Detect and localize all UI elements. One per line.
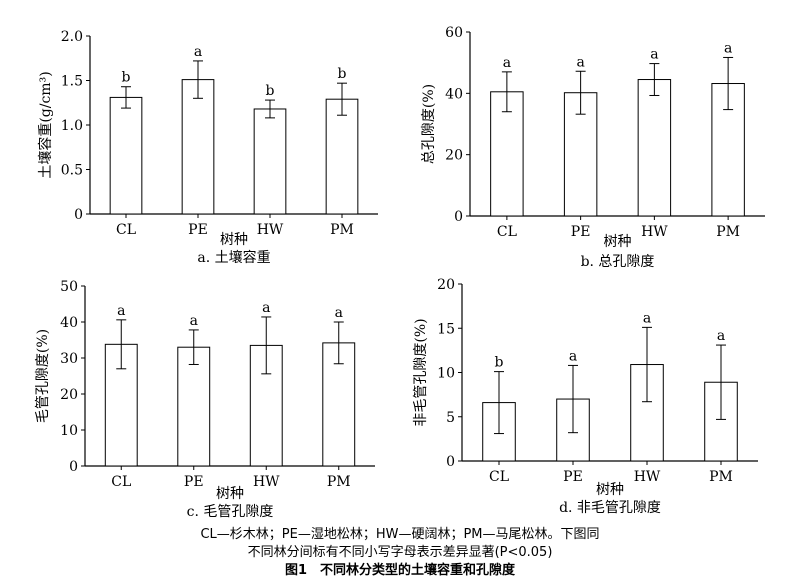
panel-4-x-tick-label: PE: [563, 469, 583, 485]
panel-3-x-axis-label: 树种: [216, 486, 244, 502]
panel-1-bar-pe: [181, 79, 215, 215]
panel-1-bar-pm: [325, 98, 359, 215]
panel-2-y-tick-label: 60: [445, 25, 463, 41]
panel-3-bar-pe: [177, 346, 211, 467]
panel-1-x-axis-label: 树种: [220, 232, 248, 248]
panel-2-significance-letter: a: [576, 54, 584, 70]
panel-1-significance-letter: a: [194, 44, 202, 60]
panel-3-y-tick-label: 40: [60, 315, 78, 331]
panel-1-x-tick-label: CL: [116, 222, 136, 238]
panel-4-significance-letter: a: [717, 328, 725, 344]
panel-3-y-tick-label: 50: [60, 279, 78, 295]
panel-2-bar-pe: [563, 92, 598, 217]
panel-2-x-axis-label: 树种: [604, 234, 632, 250]
panel-2-x-tick-label: PM: [716, 224, 740, 240]
panel-1-bar-cl: [109, 96, 143, 215]
panel-3-panel-title: c. 毛管孔隙度: [187, 504, 274, 520]
figure-title: 图1 不同林分类型的土壤容重和孔隙度: [284, 563, 516, 578]
panel-2-x-tick-label: CL: [497, 224, 517, 240]
panel-1-x-tick-label: PE: [188, 222, 208, 238]
panel-4-y-axis-label: 非毛管孔隙度(%): [413, 318, 429, 426]
panel-3-y-tick-label: 10: [60, 423, 78, 439]
panel-4-x-tick-label: CL: [489, 469, 509, 485]
panel-4-significance-letter: a: [569, 348, 577, 364]
panel-4-x-tick-label: PM: [709, 469, 733, 485]
panel-3-y-tick-label: 20: [60, 387, 78, 403]
panel-1-y-tick-label: 1.0: [61, 118, 83, 134]
panel-2-significance-letter: a: [503, 55, 511, 71]
panel-1-y-tick-label: 0.5: [61, 163, 83, 179]
panel-2-y-tick-label: 0: [454, 209, 463, 225]
panel-3-y-tick-label: 30: [60, 351, 78, 367]
panel-1-bar-hw: [253, 108, 287, 215]
panel-3-significance-letter: a: [190, 313, 198, 329]
caption-line-2: 不同林分间标有不同小写字母表示差异显著(P<0.05): [247, 545, 553, 560]
panel-4-y-tick-label: 15: [437, 321, 455, 337]
panel-3-significance-letter: a: [117, 303, 125, 319]
panel-4-x-tick-label: HW: [634, 469, 661, 485]
panel-1-significance-letter: b: [266, 83, 275, 99]
panel-2-significance-letter: a: [724, 40, 732, 56]
panel-4-panel-title: d. 非毛管孔隙度: [559, 500, 661, 516]
panel-2-y-tick-label: 20: [445, 148, 463, 164]
panel-3-y-tick-label: 0: [69, 459, 78, 475]
panel-2-x-tick-label: PE: [571, 224, 591, 240]
panel-2-panel-title: b. 总孔隙度: [581, 254, 655, 270]
panel-2-y-tick-label: 40: [445, 86, 463, 102]
panel-4-y-tick-label: 10: [437, 366, 455, 382]
panel-1-y-tick-label: 1.5: [61, 74, 83, 90]
panel-4-significance-letter: b: [495, 355, 504, 371]
panel-4-y-tick-label: 5: [446, 410, 455, 426]
panel-1-y-tick-label: 0: [74, 207, 83, 223]
panel-3-x-tick-label: HW: [253, 474, 280, 490]
panel-1-x-tick-label: PM: [330, 222, 354, 238]
panel-1-panel-title: a. 土壤容重: [197, 249, 270, 266]
panel-2-significance-letter: a: [650, 47, 658, 63]
panel-1-y-tick-label: 2.0: [61, 29, 83, 45]
panel-1-y-axis-label: 土壤容重(g/cm³): [37, 71, 54, 178]
panel-2-bar-hw: [637, 79, 672, 217]
caption-line-1: CL—杉木林；PE—湿地松林；HW—硬阔林；PM—马尾松林。下图同: [200, 527, 600, 542]
panel-4-significance-letter: a: [643, 310, 651, 326]
panel-3-x-tick-label: CL: [111, 474, 131, 490]
panel-3-y-axis-label: 毛管孔隙度(%): [35, 329, 51, 423]
panel-2-y-axis-label: 总孔隙度(%): [421, 84, 437, 164]
panel-1-significance-letter: b: [122, 70, 131, 86]
panel-4-x-axis-label: 树种: [596, 482, 624, 498]
panel-4-y-tick-label: 20: [437, 277, 455, 293]
panel-2-x-tick-label: HW: [641, 224, 668, 240]
panel-3-significance-letter: a: [335, 305, 343, 321]
panel-2-bar-cl: [490, 91, 524, 217]
panel-1-x-tick-label: HW: [257, 222, 284, 238]
panel-3-x-tick-label: PM: [327, 474, 351, 490]
panel-3-significance-letter: a: [262, 300, 270, 316]
panel-1-significance-letter: b: [338, 66, 347, 82]
panel-4-y-tick-label: 0: [446, 454, 455, 470]
panel-3-x-tick-label: PE: [184, 474, 204, 490]
